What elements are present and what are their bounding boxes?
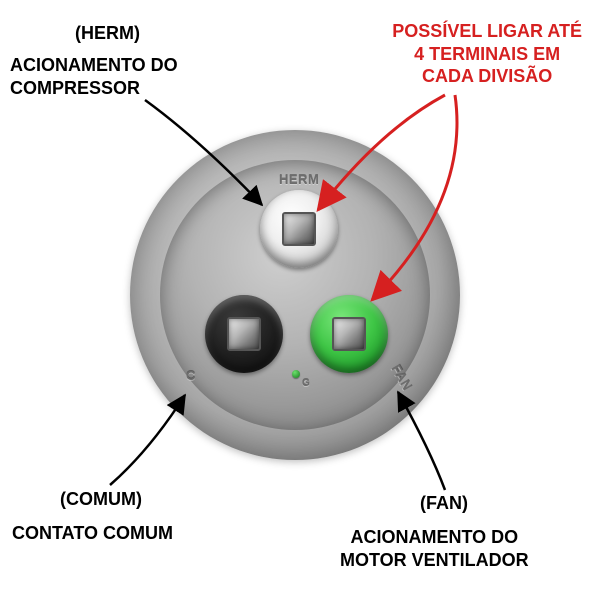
label-note-l3: CADA DIVISÃO	[422, 66, 552, 86]
label-fan-desc1: ACIONAMENTO DO	[351, 527, 519, 547]
terminal-tab	[282, 212, 316, 246]
terminal-herm	[260, 190, 338, 268]
label-herm-desc2: COMPRESSOR	[10, 78, 140, 98]
emboss-g: G	[302, 378, 310, 389]
terminal-fan	[310, 295, 388, 373]
terminal-tab	[227, 317, 261, 351]
label-fan-desc2: MOTOR VENTILADOR	[340, 550, 529, 570]
terminal-comum	[205, 295, 283, 373]
emboss-herm: HERM	[279, 172, 319, 187]
arrow-comum	[110, 395, 185, 485]
label-comum-desc: CONTATO COMUM	[12, 522, 173, 545]
g-dot	[292, 370, 300, 378]
label-herm-short: (HERM)	[75, 22, 140, 45]
label-fan-short: (FAN)	[420, 492, 468, 515]
terminal-tab	[332, 317, 366, 351]
label-herm-desc1: ACIONAMENTO DO	[10, 55, 178, 75]
label-note-l2: 4 TERMINAIS EM	[414, 44, 560, 64]
label-note-l1: POSSÍVEL LIGAR ATÉ	[392, 21, 582, 41]
emboss-c: C	[186, 368, 196, 383]
label-comum-short: (COMUM)	[60, 488, 142, 511]
